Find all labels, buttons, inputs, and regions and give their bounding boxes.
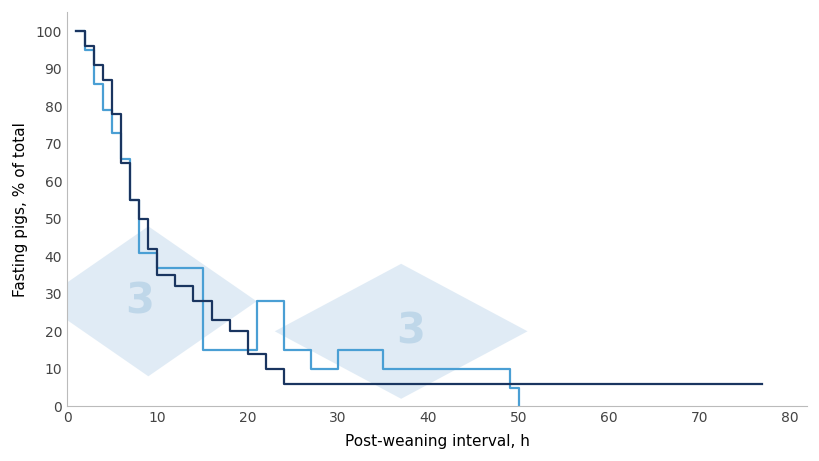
Text: 3: 3 <box>124 280 154 322</box>
Text: 3: 3 <box>396 310 424 352</box>
Polygon shape <box>40 226 256 376</box>
Y-axis label: Fasting pigs, % of total: Fasting pigs, % of total <box>12 122 28 297</box>
X-axis label: Post-weaning interval, h: Post-weaning interval, h <box>345 433 529 449</box>
Polygon shape <box>274 264 527 399</box>
